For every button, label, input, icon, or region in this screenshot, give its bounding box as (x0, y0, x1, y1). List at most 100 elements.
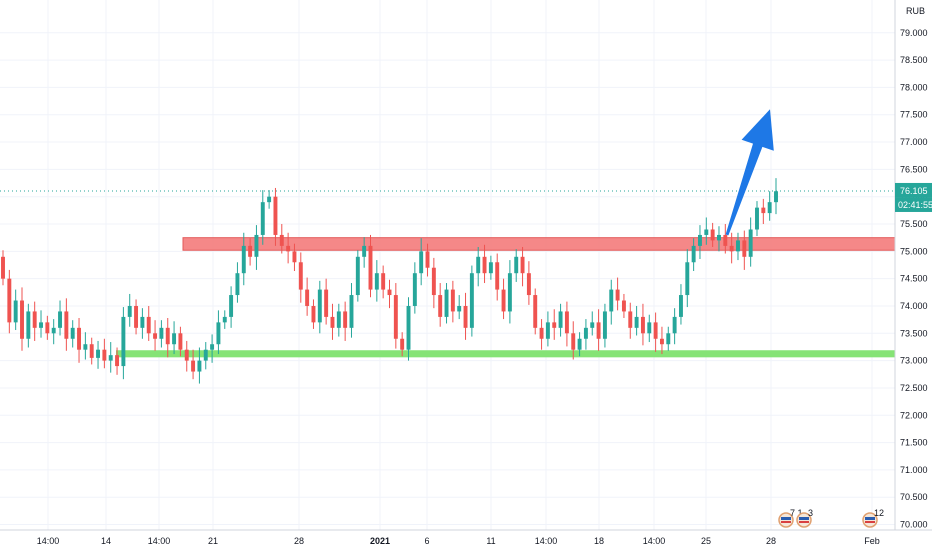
candle (121, 307, 126, 380)
candle-body (153, 333, 158, 339)
candle (450, 280, 455, 323)
candle-body (305, 289, 310, 306)
candle-body (362, 245, 367, 257)
candle-body (115, 355, 120, 367)
candle (292, 243, 297, 272)
candle (647, 314, 652, 343)
candle (343, 301, 348, 341)
candle-body (431, 267, 436, 296)
candle (13, 289, 18, 331)
candle-body (292, 251, 297, 263)
price-tick-label: 75.000 (900, 246, 928, 256)
candle (102, 338, 107, 369)
candle (178, 326, 183, 357)
candle-body (317, 289, 322, 323)
candle-body (659, 338, 664, 345)
candle-body (761, 207, 766, 214)
price-tick-label: 76.500 (900, 164, 928, 174)
candle (83, 332, 88, 360)
candle (368, 234, 373, 298)
time-tick-label: Feb (864, 536, 880, 546)
candle-body (552, 322, 557, 328)
candle-body (412, 273, 417, 306)
candle-body (425, 251, 430, 268)
candle-body (96, 349, 101, 358)
candle (172, 321, 177, 355)
candle-body (349, 295, 354, 328)
candle-body (691, 245, 696, 263)
candle-body (381, 273, 386, 290)
time-tick-label: 11 (486, 536, 495, 546)
candle-body (222, 316, 227, 323)
candle-body (577, 338, 582, 350)
candle (488, 255, 493, 280)
event-markers[interactable]: 7 1 3 12 (778, 508, 884, 528)
candle-body (526, 273, 531, 296)
candle-body (159, 327, 164, 339)
price-tick-label: 72.000 (900, 410, 928, 420)
candle-body (355, 256, 360, 296)
candle-body (736, 240, 740, 252)
candle (1, 250, 5, 286)
event-flag-us[interactable]: 7 1 (778, 508, 803, 528)
candle (336, 303, 341, 337)
candle-body (488, 262, 493, 274)
candle-body (254, 234, 259, 257)
candle (254, 225, 259, 270)
candle-body (514, 256, 519, 274)
candle (7, 269, 12, 334)
candle-body (400, 338, 405, 350)
event-flag-stripe (865, 521, 875, 523)
candle (26, 303, 31, 348)
candle (431, 257, 436, 309)
candle (279, 224, 284, 254)
candle-body (216, 322, 221, 345)
candle (140, 308, 145, 339)
time-axis[interactable]: 14:00 14 14:00 21 28 2021 6 11 14:00 18 14:00 25 28 F… (0, 529, 932, 546)
candle-body (368, 245, 373, 290)
candle-body (51, 327, 56, 334)
candle-body (241, 245, 246, 274)
time-tick-label: 21 (208, 536, 218, 546)
candle-body (203, 349, 208, 361)
candle (134, 299, 139, 335)
candle-body (755, 207, 759, 230)
time-tick-label: 14:00 (37, 536, 60, 546)
candle (51, 319, 56, 345)
candles (1, 178, 778, 384)
candle (241, 232, 246, 286)
candle (564, 301, 569, 347)
time-tick-label: 2021 (370, 536, 390, 546)
candle-body (311, 305, 316, 323)
price-tick-label: 73.000 (900, 356, 928, 366)
candle (533, 288, 538, 335)
candle (39, 310, 43, 338)
candle (229, 286, 234, 328)
support-zone (116, 350, 895, 358)
candle-body (476, 256, 481, 274)
price-tick-label: 70.500 (900, 492, 928, 502)
candle (406, 297, 411, 361)
candle (146, 305, 151, 341)
candle-body (539, 327, 544, 339)
candle-body (596, 322, 601, 339)
candle (45, 315, 50, 340)
price-axis[interactable]: 79.00078.50078.00077.50077.00076.50076.0… (894, 0, 932, 530)
candle (159, 320, 164, 348)
candle-body (165, 327, 170, 345)
candle-body (723, 234, 728, 246)
candle (666, 326, 671, 351)
candle-body (621, 300, 626, 312)
candle-body (672, 316, 677, 334)
event-flag-us[interactable]: 12 (862, 508, 884, 528)
candle (698, 225, 702, 259)
time-tick-label: 6 (424, 536, 429, 546)
price-tick-label: 79.000 (900, 28, 928, 38)
candle (717, 226, 721, 252)
event-flag-us[interactable]: 3 (796, 508, 813, 528)
candle (324, 278, 329, 325)
candle (469, 265, 474, 337)
candle-body (58, 311, 62, 328)
candle (482, 244, 487, 284)
